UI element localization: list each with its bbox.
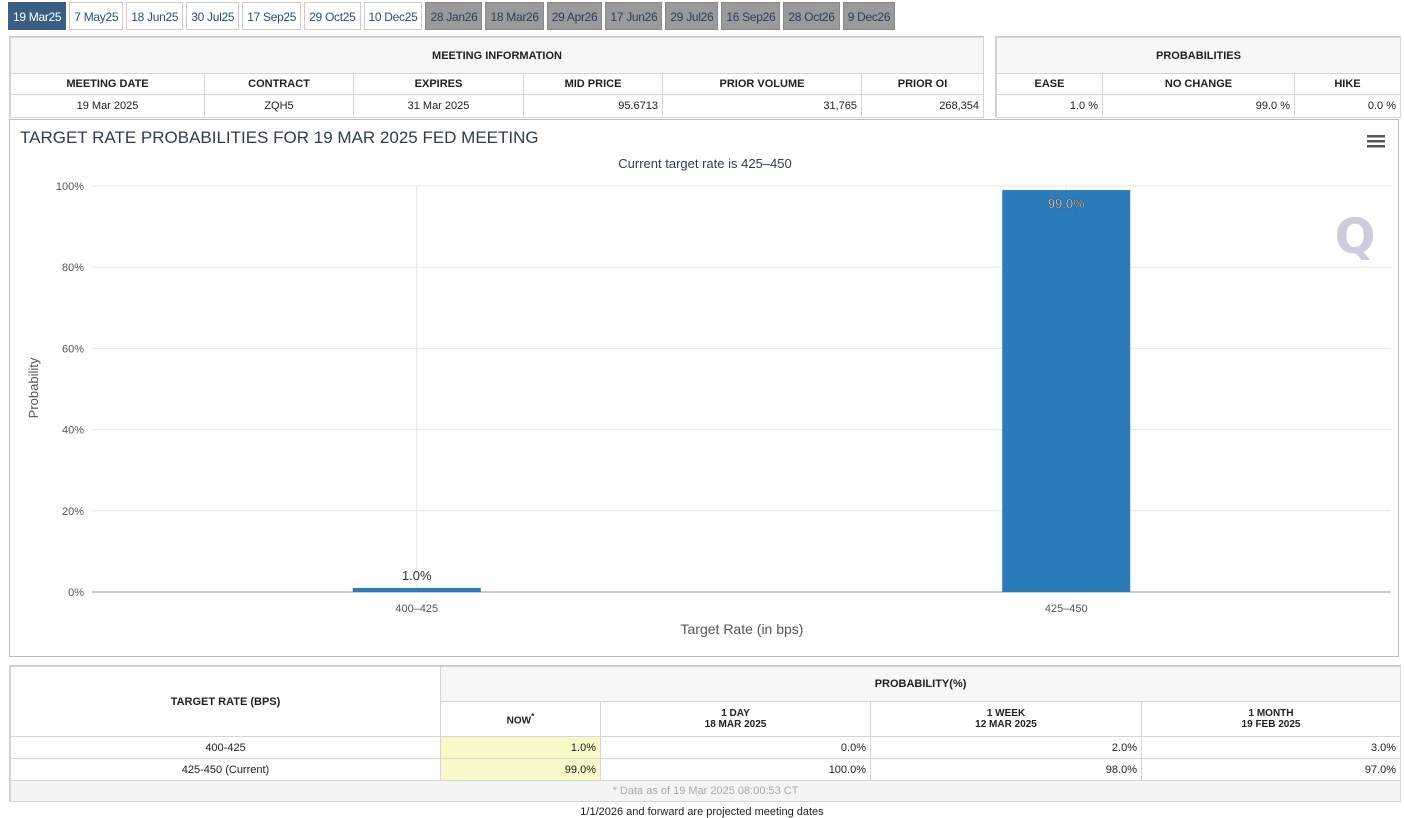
tab-meeting[interactable]: 28 Oct26 bbox=[783, 2, 840, 30]
period-label: NOW bbox=[506, 715, 532, 727]
probabilities-title: PROBABILITIES bbox=[995, 37, 1402, 74]
tab-meeting[interactable]: 7 May25 bbox=[69, 2, 124, 30]
x-tick-label: 425–450 bbox=[1045, 603, 1088, 615]
probability-cell: 0.0% bbox=[600, 736, 871, 759]
chart-subtitle: Current target rate is 425–450 bbox=[618, 156, 791, 171]
meeting-info-value: 268,354 bbox=[860, 94, 985, 118]
table-row: 425-450 (Current) 99.0% 100.0% 98.0% 97.0% bbox=[10, 758, 1402, 781]
data-label: 99.0% bbox=[1048, 196, 1085, 211]
tab-meeting[interactable]: 10 Dec25 bbox=[363, 2, 423, 30]
y-tick-label: 40% bbox=[62, 425, 84, 437]
y-tick-label: 100% bbox=[56, 181, 84, 193]
bar[interactable] bbox=[352, 587, 481, 592]
tab-meeting[interactable]: 18 Jun25 bbox=[126, 2, 184, 30]
menu-icon[interactable] bbox=[1367, 135, 1385, 148]
meeting-info-column-header: MEETING DATE bbox=[10, 73, 205, 95]
footnote-marker: * bbox=[531, 711, 535, 722]
projected-dates-note: 1/1/2026 and forward are projected meeti… bbox=[580, 806, 824, 818]
y-tick-label: 0% bbox=[68, 587, 84, 599]
data-label: 1.0% bbox=[402, 568, 432, 583]
tab-meeting[interactable]: 29 Oct25 bbox=[304, 2, 361, 30]
probability-cell: 98.0% bbox=[870, 758, 1142, 781]
probabilities-value: 1.0 % bbox=[996, 94, 1103, 118]
probability-cell: 1.0% bbox=[440, 736, 601, 759]
meeting-info-title: MEETING INFORMATION bbox=[9, 37, 985, 74]
bar[interactable] bbox=[1002, 190, 1131, 592]
probability-group-header: PROBABILITY(%) bbox=[439, 666, 1402, 702]
meeting-info-value: 31 Mar 2025 bbox=[353, 94, 524, 118]
meeting-info-column-header: EXPIRES bbox=[353, 73, 524, 95]
probability-history-table: TARGET RATE (BPS) PROBABILITY(%) NOW* 1 DA… bbox=[9, 666, 1402, 802]
meeting-information-panel: MEETING INFORMATION MEETING DATE CONTRACT… bbox=[9, 36, 985, 118]
probabilities-column-header: NO CHANGE bbox=[1102, 73, 1295, 95]
tab-meeting[interactable]: 16 Sep26 bbox=[721, 2, 781, 30]
y-axis-label: Probability bbox=[26, 357, 41, 418]
period-label: 1 MONTH bbox=[1248, 708, 1294, 719]
meeting-info-value: 19 Mar 2025 bbox=[10, 94, 205, 118]
x-tick-label: 400–425 bbox=[395, 603, 438, 615]
y-tick-label: 80% bbox=[62, 262, 84, 274]
probability-cell: 99.0% bbox=[440, 758, 601, 781]
period-label: 1 WEEK bbox=[986, 708, 1026, 719]
tab-meeting[interactable]: 29 Apr26 bbox=[546, 2, 603, 30]
probabilities-panel: PROBABILITIES EASE NO CHANGE HIKE 1.0 % 99.… bbox=[995, 36, 1402, 118]
probability-period-header: NOW* bbox=[440, 701, 601, 737]
meeting-info-value: 31,765 bbox=[662, 94, 862, 118]
meeting-info-column-header: PRIOR OI bbox=[860, 73, 985, 95]
probability-chart: TARGET RATE PROBABILITIES FOR 19 MAR 202… bbox=[9, 119, 1399, 657]
period-date: 19 FEB 2025 bbox=[1241, 719, 1301, 730]
probabilities-column-header: EASE bbox=[996, 73, 1103, 95]
period-date: 12 MAR 2025 bbox=[975, 719, 1037, 730]
probability-cell: 100.0% bbox=[600, 758, 871, 781]
tab-meeting[interactable]: 30 Jul25 bbox=[186, 2, 240, 30]
probability-period-header: 1 MONTH 19 FEB 2025 bbox=[1140, 701, 1402, 737]
meeting-info-table: MEETING INFORMATION MEETING DATE CONTRACT… bbox=[9, 37, 985, 118]
tab-meeting[interactable]: 18 Mar26 bbox=[485, 2, 544, 30]
period-label: 1 DAY bbox=[721, 708, 750, 719]
x-axis-label: Target Rate (in bps) bbox=[681, 621, 804, 637]
tab-meeting[interactable]: 17 Jun26 bbox=[605, 2, 663, 30]
meeting-tabs: 19 Mar25 7 May25 18 Jun25 30 Jul25 17 Sep25 2… bbox=[8, 2, 896, 30]
data-timestamp-footnote: * Data as of 19 Mar 2025 08:00:53 CT bbox=[9, 780, 1402, 802]
probabilities-value: 0.0 % bbox=[1293, 94, 1402, 118]
probabilities-table: PROBABILITIES EASE NO CHANGE HIKE 1.0 % 99.… bbox=[995, 37, 1402, 118]
probability-period-header: 1 DAY 18 MAR 2025 bbox=[600, 701, 871, 737]
watermark-q-logo: Q bbox=[1335, 209, 1376, 265]
target-rate-cell: 400-425 bbox=[10, 736, 441, 759]
meeting-info-column-header: MID PRICE bbox=[523, 73, 663, 95]
target-rate-header: TARGET RATE (BPS) bbox=[10, 666, 441, 737]
probability-history-panel: TARGET RATE (BPS) PROBABILITY(%) NOW* 1 DA… bbox=[9, 665, 1402, 802]
y-tick-label: 60% bbox=[62, 343, 84, 355]
meeting-info-value: ZQH5 bbox=[204, 94, 354, 118]
meeting-info-column-header: CONTRACT bbox=[204, 73, 354, 95]
target-rate-cell: 425-450 (Current) bbox=[10, 758, 441, 781]
y-tick-label: 20% bbox=[62, 506, 84, 518]
tab-meeting[interactable]: 17 Sep25 bbox=[242, 2, 302, 30]
meeting-info-column-header: PRIOR VOLUME bbox=[662, 73, 862, 95]
probabilities-value: 99.0 % bbox=[1102, 94, 1295, 118]
chart-svg: TARGET RATE PROBABILITIES FOR 19 MAR 202… bbox=[20, 128, 1391, 637]
probability-cell: 2.0% bbox=[870, 736, 1142, 759]
probability-period-header: 1 WEEK 12 MAR 2025 bbox=[870, 701, 1142, 737]
tab-meeting[interactable]: 19 Mar25 bbox=[8, 2, 67, 30]
meeting-info-value: 95.6713 bbox=[523, 94, 663, 118]
period-date: 18 MAR 2025 bbox=[704, 719, 767, 730]
tab-meeting[interactable]: 9 Dec26 bbox=[842, 2, 896, 30]
tab-meeting[interactable]: 29 Jul26 bbox=[665, 2, 719, 30]
table-row: 400-425 1.0% 0.0% 2.0% 3.0% bbox=[10, 736, 1402, 759]
tab-meeting[interactable]: 28 Jan26 bbox=[425, 2, 483, 30]
chart-title: TARGET RATE PROBABILITIES FOR 19 MAR 202… bbox=[20, 128, 539, 147]
probabilities-column-header: HIKE bbox=[1293, 73, 1402, 95]
probability-cell: 3.0% bbox=[1140, 736, 1402, 759]
probability-cell: 97.0% bbox=[1140, 758, 1402, 781]
svg-text:Q: Q bbox=[1335, 209, 1376, 265]
